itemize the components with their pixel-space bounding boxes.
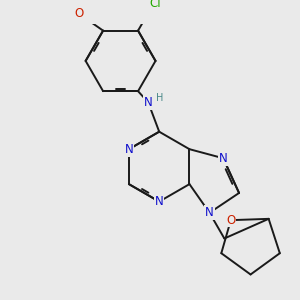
Text: N: N <box>205 206 214 219</box>
Text: H: H <box>156 93 164 103</box>
Text: N: N <box>219 152 228 165</box>
Text: O: O <box>74 7 83 20</box>
Text: N: N <box>144 96 152 109</box>
Text: O: O <box>226 214 236 227</box>
Text: Cl: Cl <box>149 0 161 10</box>
Text: N: N <box>155 195 164 208</box>
Text: N: N <box>124 143 133 156</box>
